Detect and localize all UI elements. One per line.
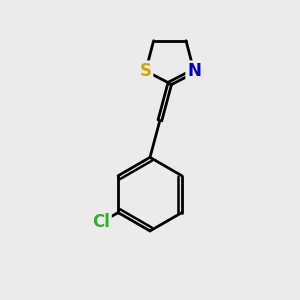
Text: Cl: Cl — [93, 213, 110, 231]
Text: N: N — [187, 62, 201, 80]
Text: S: S — [140, 62, 152, 80]
